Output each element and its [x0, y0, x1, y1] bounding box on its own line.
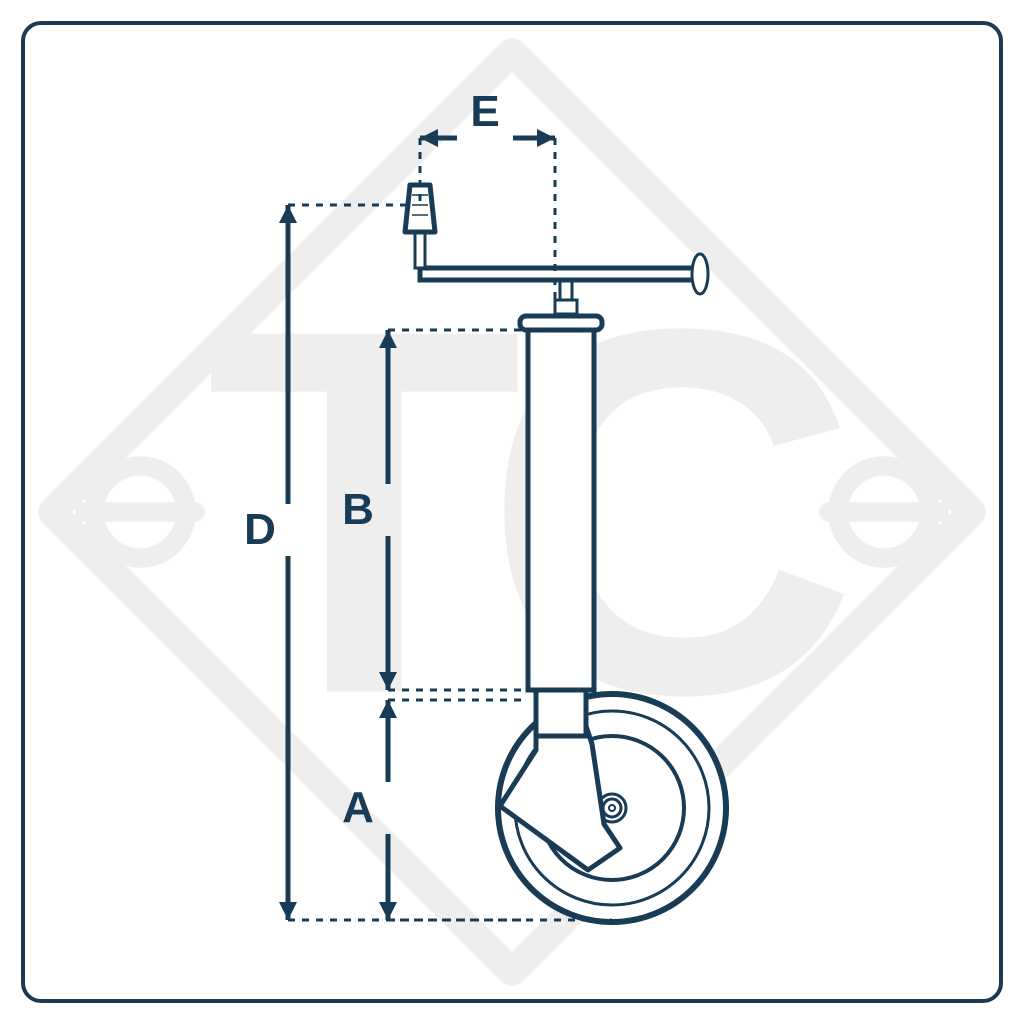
dim-label-A: A — [342, 786, 374, 830]
dim-label-E: E — [470, 90, 499, 134]
diagram-svg: TC — [0, 0, 1024, 1024]
diagram-stage: TC E D B A — [0, 0, 1024, 1024]
dim-label-D: D — [244, 508, 276, 552]
dim-label-B: B — [342, 488, 374, 532]
